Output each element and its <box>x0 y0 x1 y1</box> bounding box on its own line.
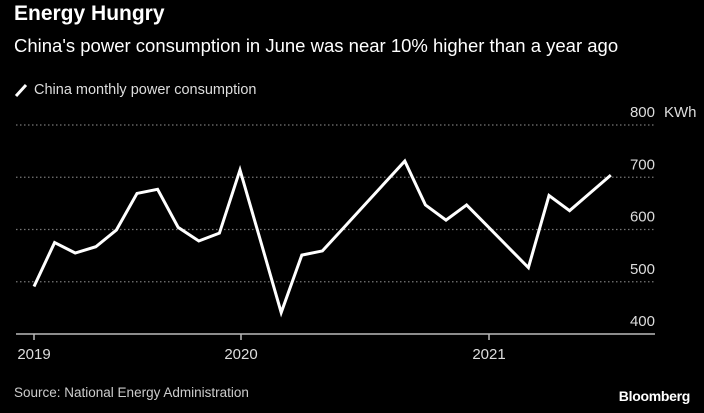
x-tick-label: 2021 <box>472 346 505 363</box>
y-tick-label: 400 <box>630 313 655 330</box>
x-tick-label: 2020 <box>224 346 257 363</box>
y-tick-label: 800 <box>630 104 655 121</box>
chart-title: Energy Hungry <box>14 2 165 25</box>
y-tick-label: 600 <box>630 209 655 226</box>
x-tick-label: 2019 <box>17 346 50 363</box>
chart-subtitle: China's power consumption in June was ne… <box>14 35 619 56</box>
y-unit-label: KWh <box>664 104 697 121</box>
legend: China monthly power consumption <box>14 82 256 98</box>
y-tick-label: 500 <box>630 261 655 278</box>
legend-swatch-icon <box>14 83 28 97</box>
bloomberg-logo: Bloomberg <box>618 388 691 404</box>
series-line <box>32 158 612 318</box>
legend-label: China monthly power consumption <box>34 82 257 98</box>
y-tick-label: 700 <box>630 156 655 173</box>
source-note: Source: National Energy Administration <box>14 385 249 400</box>
